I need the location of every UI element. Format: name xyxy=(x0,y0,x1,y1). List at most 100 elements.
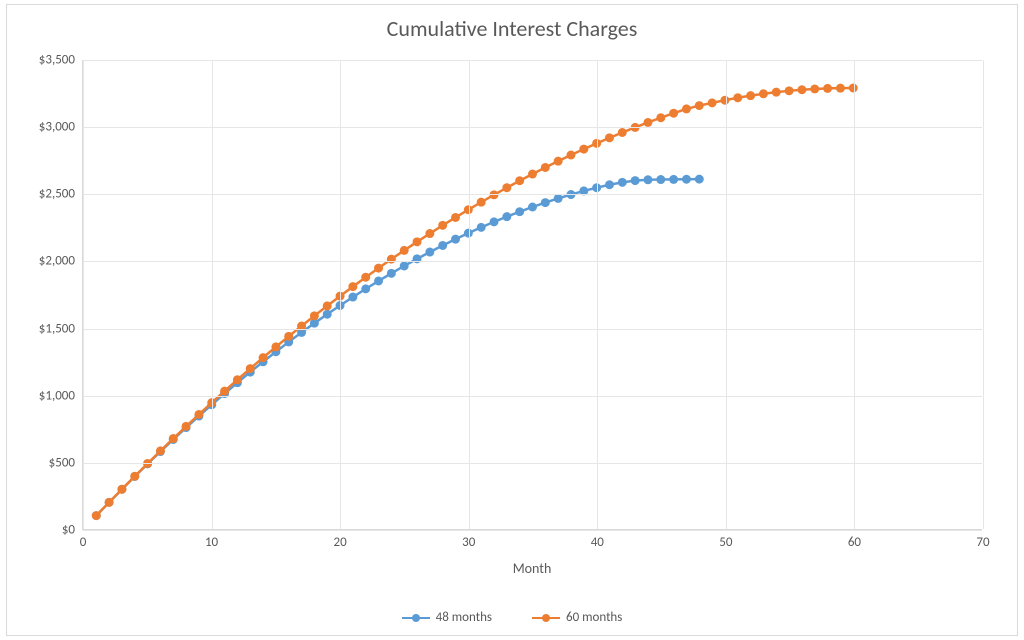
series-marker xyxy=(772,88,781,97)
series-marker xyxy=(785,86,794,95)
series-marker xyxy=(682,104,691,113)
series-marker xyxy=(413,237,422,246)
series-marker xyxy=(92,511,101,520)
legend-label: 60 months xyxy=(566,610,622,625)
series-marker xyxy=(502,212,511,221)
series-marker xyxy=(271,342,280,351)
series-marker xyxy=(182,422,191,431)
series-marker xyxy=(823,84,832,93)
series-line xyxy=(96,179,699,515)
series-marker xyxy=(605,180,614,189)
series-marker xyxy=(618,128,627,137)
x-tick-label: 40 xyxy=(591,535,604,550)
x-tick-label: 50 xyxy=(719,535,732,550)
gridline-horizontal xyxy=(83,329,982,330)
series-layer xyxy=(83,60,982,529)
legend-item-48-months: 48 months xyxy=(402,610,492,625)
gridline-horizontal xyxy=(83,530,982,531)
series-marker xyxy=(682,175,691,184)
series-marker xyxy=(233,375,242,384)
series-marker xyxy=(656,113,665,122)
x-tick-label: 30 xyxy=(462,535,475,550)
x-tick-label: 0 xyxy=(80,535,87,550)
x-tick-label: 20 xyxy=(334,535,347,550)
y-tick-label: $1,500 xyxy=(39,321,75,336)
series-marker xyxy=(669,175,678,184)
series-marker xyxy=(117,485,126,494)
series-marker xyxy=(451,213,460,222)
series-marker xyxy=(130,472,139,481)
gridline-vertical xyxy=(469,60,470,529)
series-marker xyxy=(323,301,332,310)
gridline-vertical xyxy=(854,60,855,529)
y-tick-label: $3,000 xyxy=(39,120,75,135)
legend-swatch xyxy=(532,612,560,624)
series-marker xyxy=(246,364,255,373)
series-marker xyxy=(669,109,678,118)
series-marker xyxy=(515,207,524,216)
chart-title: Cumulative Interest Charges xyxy=(7,15,1017,42)
series-line xyxy=(96,88,853,516)
series-marker xyxy=(643,118,652,127)
series-marker xyxy=(695,101,704,110)
series-marker xyxy=(554,157,563,166)
series-marker xyxy=(156,446,165,455)
series-marker xyxy=(425,248,434,257)
y-tick-label: $1,000 xyxy=(39,388,75,403)
legend-swatch xyxy=(402,612,430,624)
series-marker xyxy=(361,273,370,282)
gridline-horizontal xyxy=(83,261,982,262)
series-marker xyxy=(759,89,768,98)
series-marker xyxy=(348,282,357,291)
series-marker xyxy=(323,310,332,319)
series-marker xyxy=(387,269,396,278)
series-marker xyxy=(310,311,319,320)
y-tick-label: $2,500 xyxy=(39,187,75,202)
gridline-vertical xyxy=(726,60,727,529)
gridline-vertical xyxy=(597,60,598,529)
series-marker xyxy=(836,84,845,93)
series-marker xyxy=(194,410,203,419)
series-marker xyxy=(169,434,178,443)
gridline-horizontal xyxy=(83,127,982,128)
gridline-horizontal xyxy=(83,396,982,397)
series-marker xyxy=(579,145,588,154)
series-marker xyxy=(477,223,486,232)
series-marker xyxy=(502,183,511,192)
series-marker xyxy=(490,217,499,226)
y-tick-label: $0 xyxy=(62,523,75,538)
gridline-vertical xyxy=(983,60,984,529)
gridline-vertical xyxy=(83,60,84,529)
series-marker xyxy=(810,84,819,93)
series-marker xyxy=(528,203,537,212)
series-marker xyxy=(477,198,486,207)
series-marker xyxy=(438,221,447,230)
y-tick-label: $3,500 xyxy=(39,53,75,68)
series-marker xyxy=(220,387,229,396)
series-marker xyxy=(259,353,268,362)
series-marker xyxy=(438,241,447,250)
series-marker xyxy=(566,151,575,160)
legend-item-60-months: 60 months xyxy=(532,610,622,625)
legend: 48 months 60 months xyxy=(7,610,1017,625)
gridline-vertical xyxy=(212,60,213,529)
series-marker xyxy=(541,198,550,207)
series-marker xyxy=(541,163,550,172)
series-marker xyxy=(797,85,806,94)
plot-area: $0$500$1,000$1,500$2,000$2,500$3,000$3,5… xyxy=(82,60,982,530)
x-tick-label: 10 xyxy=(205,535,218,550)
legend-marker-icon xyxy=(542,614,550,622)
series-marker xyxy=(708,98,717,107)
x-tick-label: 70 xyxy=(976,535,989,550)
series-marker xyxy=(605,133,614,142)
series-marker xyxy=(746,91,755,100)
series-marker xyxy=(374,276,383,285)
series-marker xyxy=(643,175,652,184)
legend-label: 48 months xyxy=(436,610,492,625)
series-marker xyxy=(361,284,370,293)
legend-marker-icon xyxy=(412,614,420,622)
series-marker xyxy=(528,170,537,179)
series-marker xyxy=(515,176,524,185)
series-marker xyxy=(451,235,460,244)
x-axis-title: Month xyxy=(82,560,982,577)
